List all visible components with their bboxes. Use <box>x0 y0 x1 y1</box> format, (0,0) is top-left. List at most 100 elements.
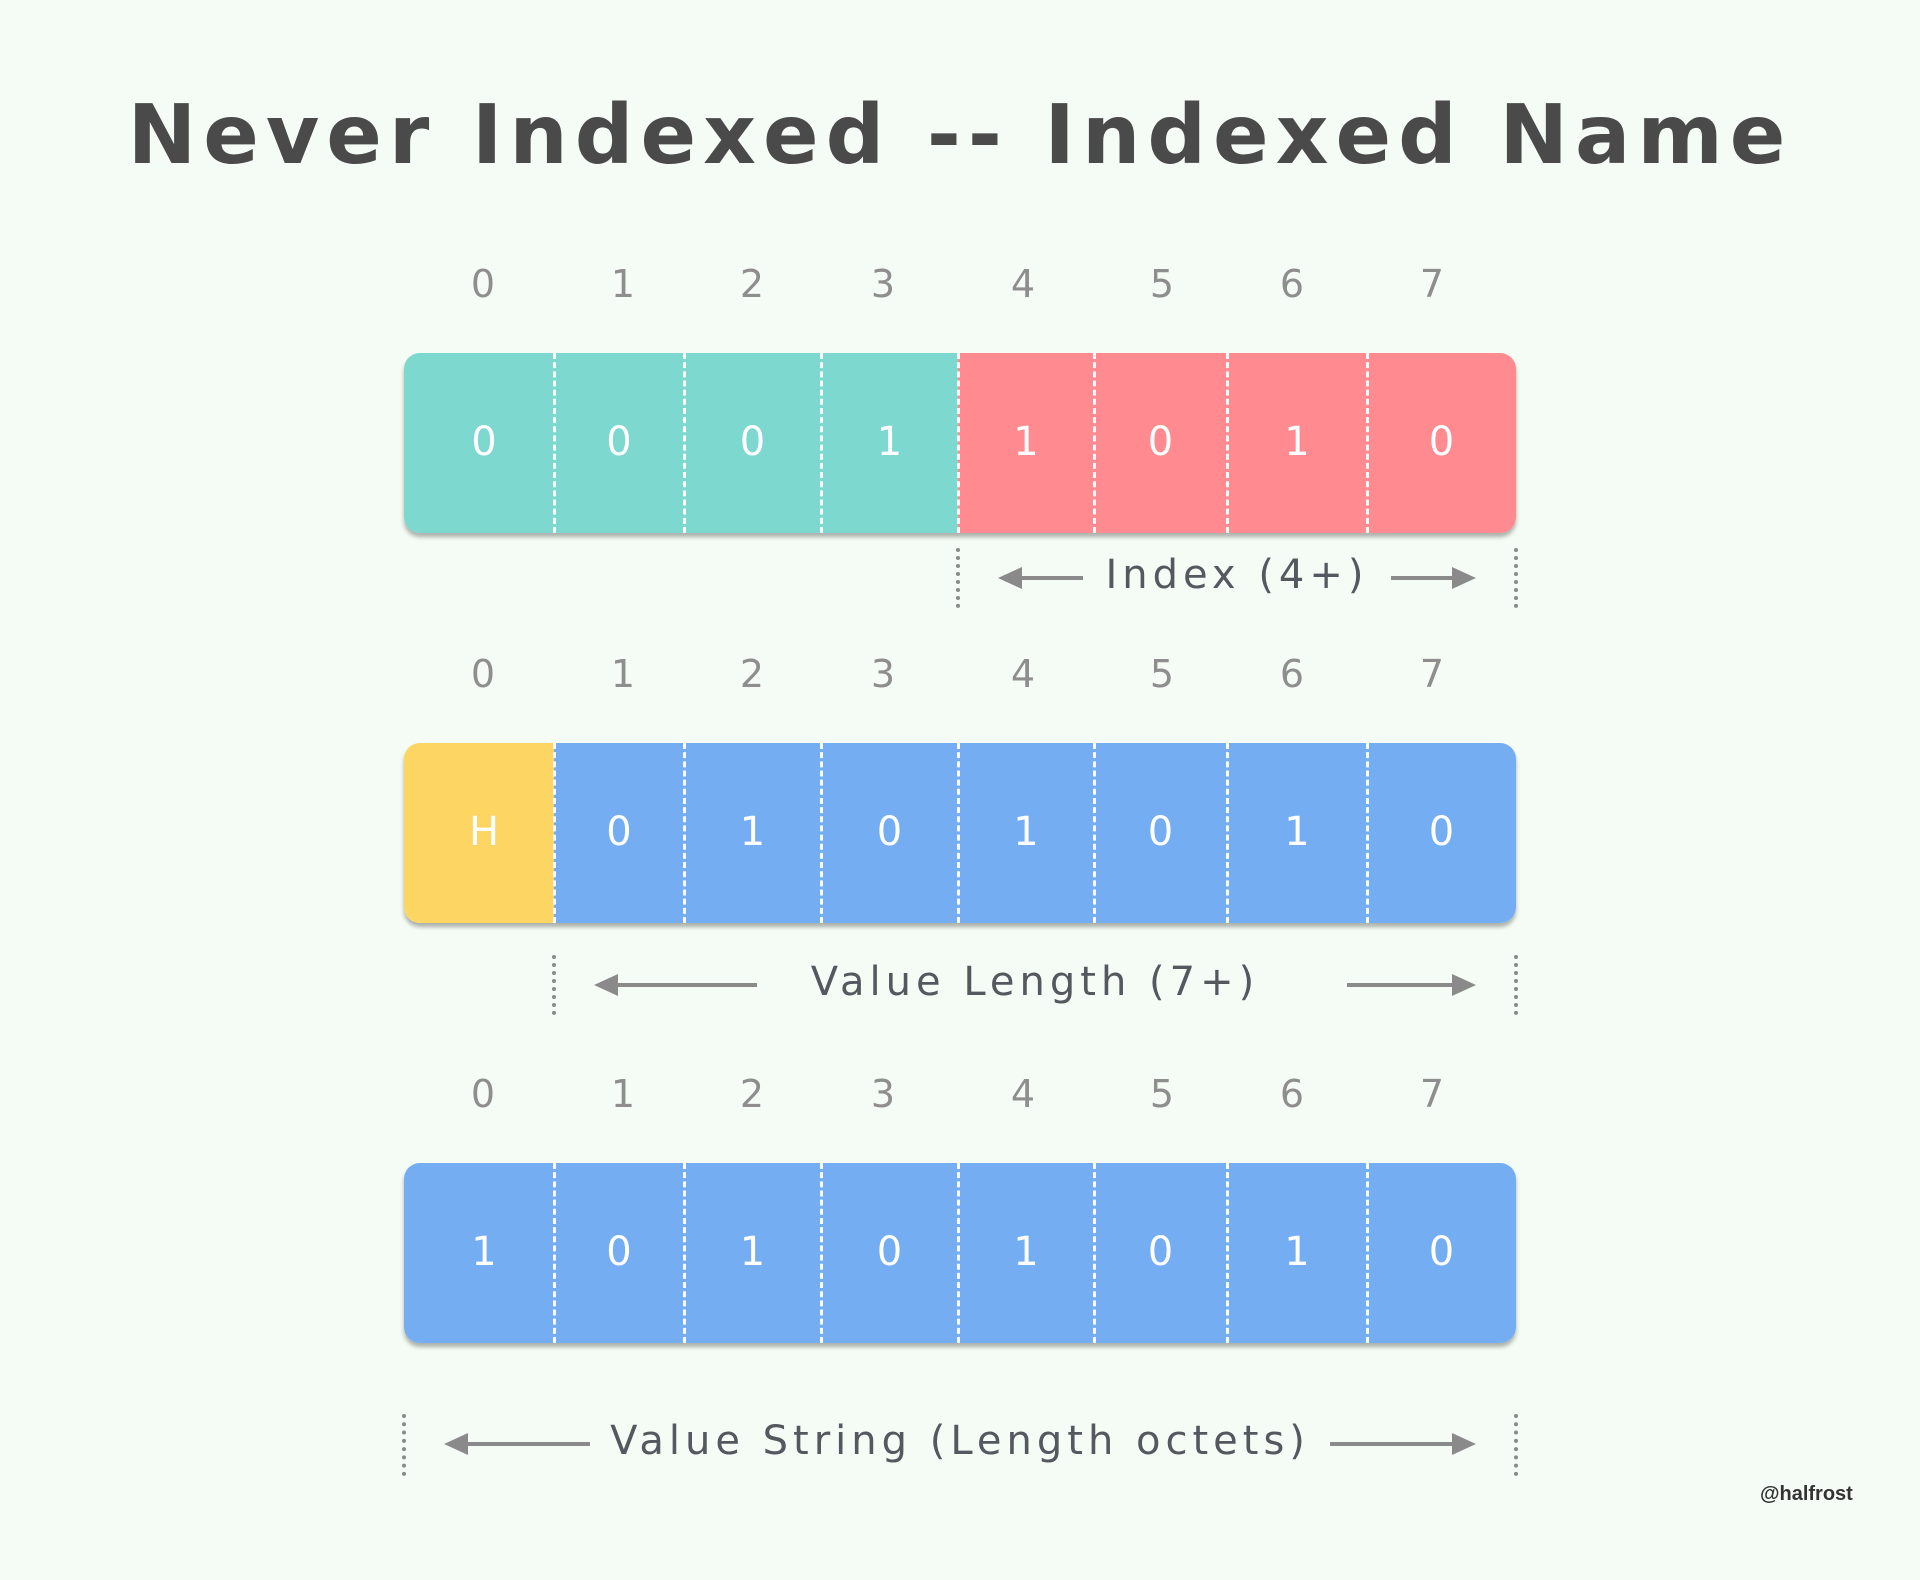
bit-value: 0 <box>1428 419 1455 465</box>
bit-divider <box>820 1163 823 1343</box>
bit-value: 1 <box>739 1229 766 1275</box>
bit-divider <box>553 353 556 533</box>
bit-value: 0 <box>606 1229 632 1275</box>
bit-value: 0 <box>739 419 766 465</box>
bit-value: 0 <box>876 1229 903 1275</box>
bit-value: H <box>468 809 500 855</box>
bit-divider <box>553 1163 556 1343</box>
right-arrow-icon <box>1452 567 1476 589</box>
span-boundary-marker <box>402 1414 406 1476</box>
bit-position-label: 3 <box>870 262 896 306</box>
bit-divider <box>553 743 556 923</box>
bit-value: 1 <box>739 809 766 855</box>
bit-value: 0 <box>606 809 632 855</box>
bit-divider <box>1093 1163 1096 1343</box>
span-boundary-marker <box>1514 1414 1518 1476</box>
bit-position-label: 1 <box>610 262 636 306</box>
octet-bar: 1 0 1 0 1 0 1 0 <box>404 1163 1516 1343</box>
bit-divider <box>820 353 823 533</box>
bit-value: 1 <box>1284 419 1310 465</box>
span-boundary-marker <box>1514 548 1518 608</box>
right-arrow-line <box>1390 576 1456 580</box>
bit-position-label: 3 <box>870 1072 896 1116</box>
bit-value: 0 <box>1147 809 1174 855</box>
diagram-title: Never Indexed -- Indexed Name <box>127 88 1793 183</box>
left-arrow-line <box>614 983 757 987</box>
bit-divider <box>1226 1163 1229 1343</box>
bit-divider <box>1226 353 1229 533</box>
bit-position-label: 5 <box>1149 652 1175 696</box>
bit-position-label: 6 <box>1279 1072 1305 1116</box>
right-arrow-icon <box>1452 974 1476 996</box>
bar-segment <box>404 743 554 923</box>
bit-divider <box>1226 743 1229 923</box>
bit-divider <box>683 353 686 533</box>
bit-position-label: 0 <box>470 652 496 696</box>
bit-value: 1 <box>471 1229 497 1275</box>
span-label: Index (4+) <box>1105 552 1369 598</box>
bit-divider <box>1093 743 1096 923</box>
bit-value: 0 <box>1428 809 1455 855</box>
right-arrow-line <box>1329 1442 1456 1446</box>
bit-divider <box>683 743 686 923</box>
bar-segment <box>554 743 1516 923</box>
left-arrow-icon <box>998 567 1022 589</box>
bit-divider <box>957 743 960 923</box>
span-label: Value String (Length octets) <box>610 1418 1310 1464</box>
bit-value: 1 <box>1013 419 1039 465</box>
bit-position-label: 0 <box>470 262 496 306</box>
bit-divider <box>1093 353 1096 533</box>
bit-value: 0 <box>1147 1229 1174 1275</box>
bar-segment <box>404 353 958 533</box>
bit-position-label: 2 <box>739 1072 765 1116</box>
bit-value: 1 <box>1284 1229 1310 1275</box>
octet-bar: 0 0 0 1 1 0 1 0 <box>404 353 1516 533</box>
bit-divider <box>1366 743 1369 923</box>
bit-divider <box>683 1163 686 1343</box>
bit-position-label: 5 <box>1149 1072 1175 1116</box>
left-arrow-line <box>1018 576 1084 580</box>
right-arrow-line <box>1347 983 1456 987</box>
bit-divider <box>820 743 823 923</box>
bit-value: 0 <box>1147 419 1174 465</box>
bit-position-label: 4 <box>1010 652 1036 696</box>
bit-position-label: 4 <box>1010 1072 1036 1116</box>
bit-position-label: 0 <box>470 1072 496 1116</box>
bit-value: 1 <box>876 419 903 465</box>
bit-divider <box>957 353 960 533</box>
bar-segment <box>404 1163 1516 1343</box>
bit-value: 0 <box>606 419 632 465</box>
span-boundary-marker <box>552 955 556 1015</box>
bit-divider <box>1366 1163 1369 1343</box>
bit-position-label: 4 <box>1010 262 1036 306</box>
bar-segment <box>958 353 1516 533</box>
bit-position-label: 2 <box>739 652 765 696</box>
bit-value: 0 <box>471 419 497 465</box>
span-boundary-marker <box>956 548 960 608</box>
bit-position-label: 7 <box>1419 652 1445 696</box>
bit-value: 1 <box>1013 1229 1039 1275</box>
right-arrow-icon <box>1452 1433 1476 1455</box>
span-boundary-marker <box>1514 955 1518 1015</box>
span-label: Value Length (7+) <box>810 959 1260 1005</box>
bit-position-label: 1 <box>610 1072 636 1116</box>
left-arrow-icon <box>594 974 618 996</box>
bit-value: 1 <box>1013 809 1039 855</box>
bit-position-label: 7 <box>1419 262 1445 306</box>
octet-bar: H 0 1 0 1 0 1 0 <box>404 743 1516 923</box>
bit-divider <box>957 1163 960 1343</box>
bit-position-label: 6 <box>1279 262 1305 306</box>
author-credit: @halfrost <box>1760 1483 1853 1505</box>
bit-position-label: 6 <box>1279 652 1305 696</box>
bit-position-label: 3 <box>870 652 896 696</box>
bit-position-label: 1 <box>610 652 636 696</box>
bit-value: 0 <box>1428 1229 1455 1275</box>
left-arrow-icon <box>444 1433 468 1455</box>
bit-position-label: 2 <box>739 262 765 306</box>
bit-position-label: 5 <box>1149 262 1175 306</box>
left-arrow-line <box>464 1442 591 1446</box>
bit-position-label: 7 <box>1419 1072 1445 1116</box>
bit-value: 1 <box>1284 809 1310 855</box>
bit-divider <box>1366 353 1369 533</box>
